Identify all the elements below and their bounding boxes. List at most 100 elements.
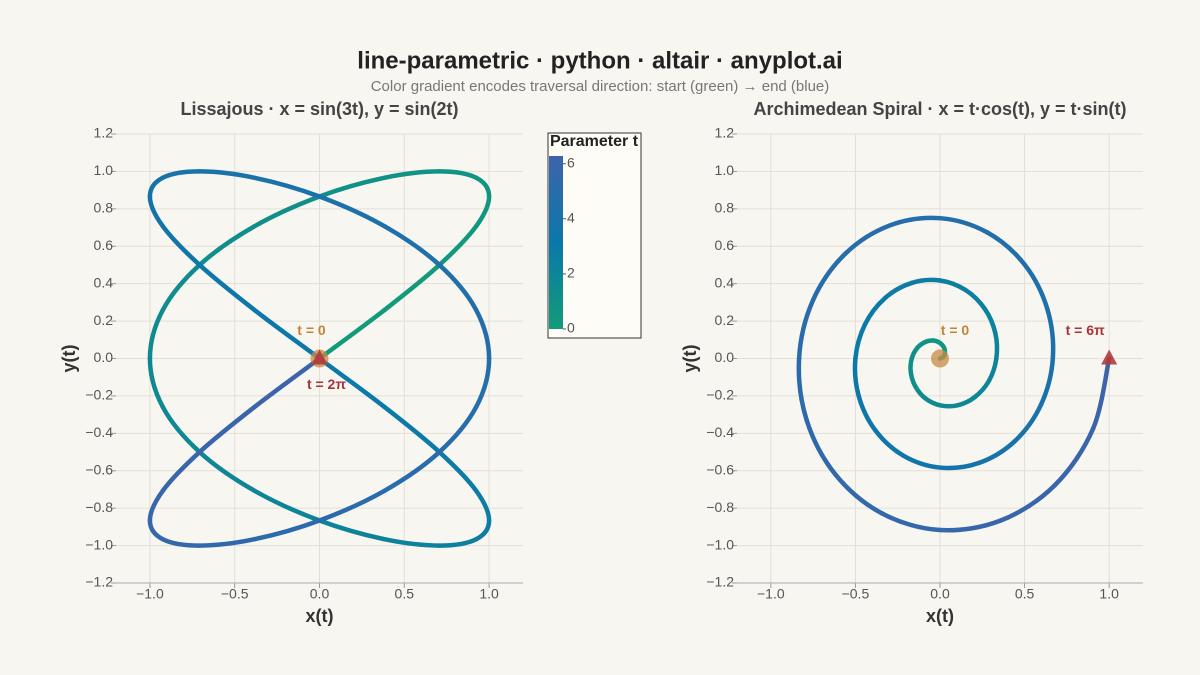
curve-segment [252, 488, 322, 523]
curve-segment [160, 169, 202, 181]
curve-segment [197, 169, 257, 181]
curve-segment [856, 393, 878, 433]
curve-segment [1022, 262, 1050, 312]
y-tick-label: −1.0 [85, 536, 113, 552]
y-tick-label: 0.2 [94, 312, 114, 328]
curve-segment [1090, 356, 1112, 431]
end-label: t = 2π [307, 376, 346, 392]
curve-segment [810, 251, 848, 303]
start-label: t = 0 [297, 322, 326, 338]
curve-segment [160, 223, 202, 268]
curve-segment [909, 277, 943, 286]
start-marker [931, 349, 949, 368]
curve-segment [852, 356, 861, 398]
legend-tick-label: 6 [567, 154, 575, 170]
curve-segment [437, 449, 479, 494]
curve-segment [922, 395, 943, 408]
curve-segment [882, 280, 914, 301]
curve-segment [804, 417, 838, 477]
y-tick-label: 0.8 [94, 200, 114, 216]
curve-segment [382, 404, 442, 455]
curve-segment [976, 438, 1018, 466]
curve-segment [382, 536, 442, 548]
y-tick-label: −0.2 [85, 387, 113, 403]
curve-segment [147, 194, 166, 229]
y-tick-label: 0.2 [715, 312, 735, 328]
x-axis-title: x(t) [926, 606, 954, 626]
curve-segment [879, 511, 943, 533]
x-tick-label: 0.0 [310, 586, 330, 602]
x-axis-title: x(t) [306, 606, 334, 626]
curve-segment [901, 453, 943, 470]
x-tick-label: 0.0 [930, 586, 950, 602]
curve-segment [437, 169, 479, 181]
curve-segment [317, 194, 387, 229]
curve-segment [937, 460, 982, 471]
curve-segment [147, 356, 166, 410]
curve-segment [160, 536, 202, 548]
curve-segment [317, 175, 387, 199]
curve-segment [963, 287, 988, 312]
legend-box [547, 132, 642, 339]
curve-segment [473, 488, 492, 523]
curve-segment [437, 536, 479, 548]
curve-segment [796, 356, 809, 422]
curve-segment [1038, 356, 1056, 407]
curve-segment [473, 194, 492, 229]
curve-segment [437, 404, 479, 455]
y-tick-label: −1.2 [706, 574, 734, 590]
curve-segment [147, 175, 166, 199]
x-tick-label: −0.5 [221, 586, 249, 602]
curve-segment [437, 223, 479, 268]
color-bar [549, 156, 563, 329]
legend-tick-label: 4 [567, 210, 575, 226]
curve-segment [382, 223, 442, 268]
curve-segment [317, 488, 387, 523]
curve-segment [937, 215, 990, 235]
curve-segment [937, 278, 968, 293]
curve-segment [937, 518, 1003, 533]
curve-segment [252, 175, 322, 199]
legend-title: Parameter t [550, 133, 639, 150]
curve-segment [872, 427, 906, 459]
x-tick-label: 0.5 [1015, 586, 1035, 602]
panel-title: Archimedean Spiral · x = t·cos(t), y = t… [753, 99, 1126, 119]
curve-segment [843, 223, 893, 256]
curve-segment [887, 215, 943, 228]
curve-segment [147, 518, 166, 542]
y-tick-label: −0.4 [85, 424, 113, 440]
x-tick-label: −1.0 [136, 586, 164, 602]
curve-segment [796, 298, 816, 361]
curve-segment [473, 175, 492, 199]
curve-segment [1012, 402, 1044, 444]
x-tick-label: 1.0 [1099, 586, 1119, 602]
curve-segment [473, 307, 492, 361]
curve-segment [862, 295, 888, 327]
curve-segment [998, 483, 1057, 523]
y-tick-label: −1.0 [706, 536, 734, 552]
x-tick-label: 1.0 [479, 586, 499, 602]
y-axis-title: y(t) [680, 345, 700, 373]
curve-segment [972, 378, 992, 400]
curve-segment [993, 330, 1000, 361]
y-tick-label: 1.2 [715, 125, 735, 141]
curve-segment [984, 230, 1027, 268]
curve-segment [197, 449, 257, 494]
curve-segment [147, 488, 166, 523]
panel-title: Lissajous · x = sin(3t), y = sin(2t) [180, 99, 458, 119]
end-marker [311, 349, 328, 365]
x-tick-label: −0.5 [842, 586, 870, 602]
y-tick-label: 1.0 [715, 162, 735, 178]
curve-segment [986, 356, 999, 384]
y-tick-label: 0.0 [715, 349, 735, 365]
curve-segment [317, 518, 387, 542]
y-axis-title: y(t) [59, 345, 79, 373]
y-tick-label: 1.2 [94, 125, 114, 141]
y-tick-label: 0.4 [94, 274, 114, 290]
y-tick-label: −0.8 [85, 499, 113, 515]
y-tick-label: −0.6 [85, 461, 113, 477]
curve-segment [937, 403, 960, 409]
curve-segment [160, 404, 202, 455]
curve-segment [437, 262, 479, 313]
